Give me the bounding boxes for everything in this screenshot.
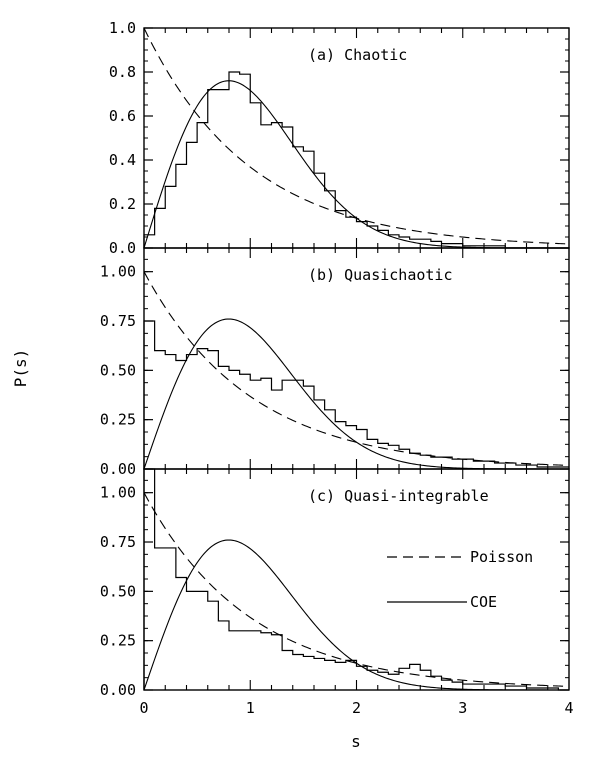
poisson-legend-label: Poisson	[470, 548, 533, 566]
y-tick-label: 0.2	[109, 195, 136, 213]
y-tick-label: 1.00	[100, 484, 136, 502]
legend: Poisson COE	[387, 548, 533, 611]
y-tick-label: 0.75	[100, 312, 136, 330]
x-tick-label: 4	[564, 699, 573, 717]
x-tick-label: 3	[458, 699, 467, 717]
y-tick-label: 0.6	[109, 107, 136, 125]
y-tick-label: 0.25	[100, 411, 136, 429]
y-tick-label: 1.0	[109, 19, 136, 37]
poisson-curve	[143, 271, 570, 466]
x-axis-title: s	[351, 732, 361, 751]
x-tick-label: 1	[246, 699, 255, 717]
y-tick-label: 1.00	[100, 263, 136, 281]
poisson-curve	[143, 492, 570, 687]
y-tick-label: 0.8	[109, 63, 136, 81]
coe-curve	[143, 318, 569, 470]
histogram	[143, 468, 569, 691]
y-tick-label: 0.4	[109, 151, 136, 169]
y-tick-label: 0.50	[100, 361, 136, 379]
x-tick-label: 2	[352, 699, 361, 717]
panel-label: (a) Chaotic	[308, 46, 407, 64]
panel-label: (c) Quasi-integrable	[308, 487, 489, 505]
histogram	[143, 71, 569, 249]
y-tick-label: 0.25	[100, 632, 136, 650]
panel-1: 0.0 0.2 0.4 0.6 0.8 1.0 (a) Chaotic	[109, 19, 570, 257]
panel-2: 0.00 0.25 0.50 0.75 1.00 (b) Quasichaotic	[100, 247, 570, 478]
y-tick-label: 0.00	[100, 460, 136, 478]
y-tick-label: 0.00	[100, 681, 136, 699]
panel-label: (b) Quasichaotic	[308, 266, 453, 284]
coe-curve	[143, 539, 569, 691]
coe-legend-label: COE	[470, 593, 497, 611]
histogram	[143, 320, 569, 469]
y-tick-label: 0.50	[100, 582, 136, 600]
y-axis-title: P(s)	[11, 349, 30, 388]
y-tick-label: 0.75	[100, 533, 136, 551]
panel-3: 0.00 0.25 0.50 0.75 1.00 (c) Quasi-integrable	[100, 468, 570, 699]
y-tick-label: 0.0	[109, 239, 136, 257]
x-tick-label: 0	[139, 699, 148, 717]
